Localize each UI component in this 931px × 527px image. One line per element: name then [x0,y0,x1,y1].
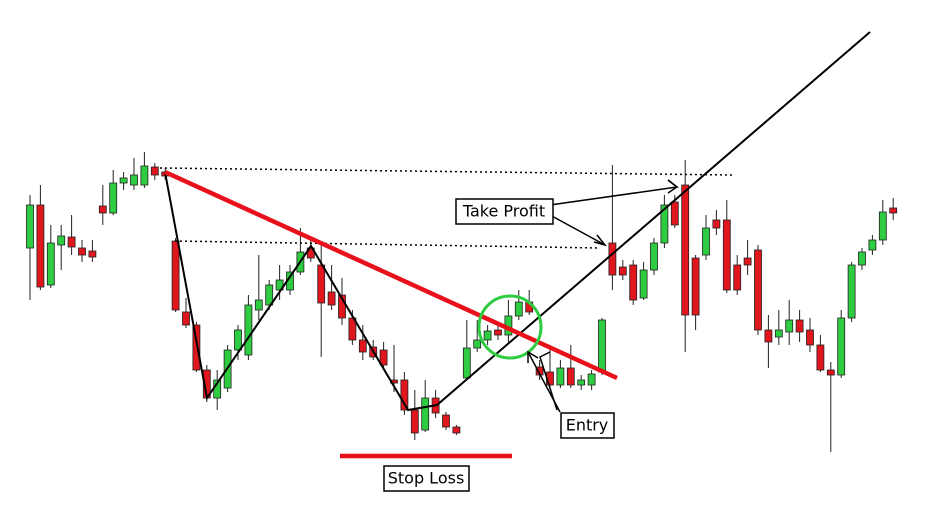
candle-body [317,264,326,304]
candle-body [358,339,367,353]
arrow-head [667,179,679,194]
candle-body [733,264,742,291]
candle-body [618,266,627,276]
candle-body [46,242,55,286]
candle-body [26,204,34,249]
pattern-line [164,31,871,412]
candle-body [442,414,450,428]
candle-body [785,319,794,333]
candle-body [182,311,190,326]
candle-body [556,367,565,386]
candle-body [858,251,866,266]
candle-body [514,301,523,317]
candle-body [670,201,679,226]
candle-body [774,329,783,338]
candle-body [130,174,138,186]
candle-body [452,426,461,434]
candle-body [681,184,690,316]
candle-body [192,324,201,371]
candle-body [806,329,814,346]
candle-body [78,247,86,256]
projection-level [174,240,601,249]
candle-body [410,409,419,434]
candle-body [348,317,357,341]
candle-body [67,236,76,248]
target-level [159,167,733,176]
candle-body [577,379,586,386]
candle-body [473,339,482,349]
candle-body [722,219,731,291]
candle-body [36,204,45,288]
arrow-head [593,234,608,247]
candle-body [462,347,471,379]
candle-body [421,397,430,431]
candle-body [234,329,242,351]
arrow [549,214,606,246]
candle-body [712,219,721,229]
candle-body [171,240,180,311]
candle-body [878,211,887,241]
candle-body [639,269,648,299]
candle-body [608,242,617,276]
candle-body [764,329,773,343]
candles [26,152,898,452]
candle-body [494,329,502,336]
candle-body [702,227,710,256]
candle-body [826,369,835,376]
candle-body [98,205,107,214]
candle-body [150,166,159,176]
candle-body [483,330,492,341]
candle-body [837,317,846,376]
candle-body [109,182,118,214]
candle-body [629,264,638,301]
label-box [560,412,615,439]
arrow-head [527,350,539,363]
entry-label: Entry [566,416,609,435]
candle-body [889,207,898,214]
candle-body [691,257,700,316]
candle-body [244,304,253,356]
candle-body [379,349,388,366]
candle-body [598,319,606,373]
candle-body [88,250,97,258]
trend-line [164,169,618,381]
label-box [383,465,470,492]
candle-body [327,291,336,306]
candle-body [338,294,346,319]
candle-body [587,373,596,386]
candle-body [275,279,284,291]
candle-body [816,344,825,371]
arrow [539,351,558,411]
candle-body [265,284,274,306]
candle-body [57,235,66,246]
entry-circle [477,294,543,360]
candle-body [254,299,263,311]
candle-body [566,367,575,386]
candle-body [650,242,658,271]
candle-body [847,264,856,319]
candle-body [119,177,128,184]
candle-body [795,319,804,333]
candle-body [754,249,762,331]
take-profit-label: Take Profit [462,202,545,221]
label-box [455,198,554,225]
candle-body [140,165,149,186]
candle-body [400,379,409,411]
candle-body [660,204,669,244]
candle-body [868,239,877,251]
candle-body [743,257,752,266]
stop-loss-label: Stop Loss [388,469,465,488]
